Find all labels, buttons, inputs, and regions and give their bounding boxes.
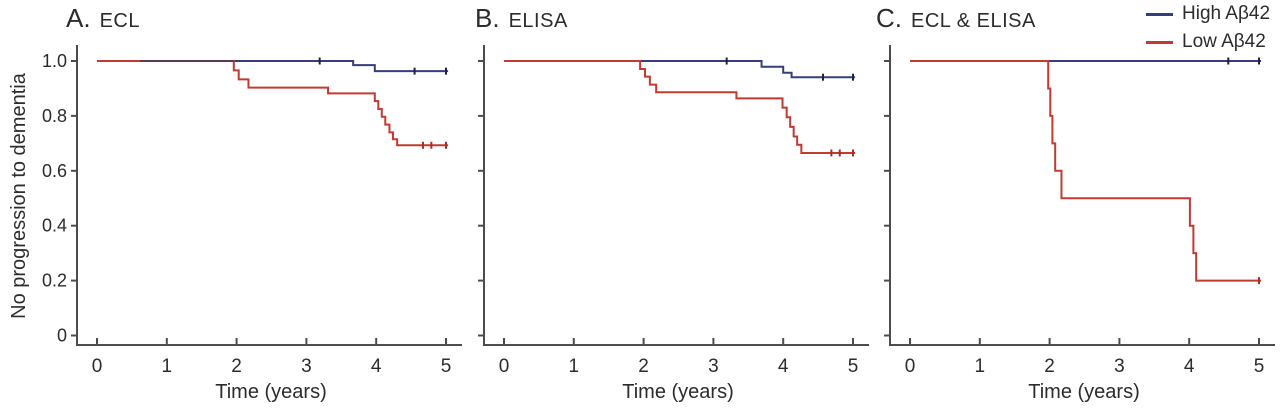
x-axis-label-panel-a: Time (years) (215, 381, 327, 403)
x-tick-label: 1 (975, 356, 986, 377)
y-tick-label: 0.8 (42, 106, 67, 126)
low-ab42-curve (504, 60, 856, 154)
y-tick-label: 0.4 (42, 216, 67, 236)
x-tick-label: 4 (1184, 356, 1195, 377)
panel-c-letter: C. (876, 3, 902, 33)
axes (483, 45, 869, 346)
x-tick-label: 5 (441, 356, 452, 377)
x-tick-label: 2 (1044, 356, 1055, 377)
x-tick-label: 5 (1254, 356, 1265, 377)
x-axis-label-panel-b: Time (years) (622, 381, 734, 403)
y-axis-label: No progression to dementia (8, 73, 30, 319)
y-tick-label: 0 (57, 326, 67, 346)
panel-c-title: C. ECL & ELISA (876, 3, 1036, 34)
legend-item-high-ab42: High Aβ42 (1146, 0, 1270, 28)
y-tick-label: 0.2 (42, 271, 67, 291)
panel-a-letter: A. (66, 3, 91, 33)
panel-b-title: B. ELISA (475, 3, 568, 34)
panel-b-letter: B. (475, 3, 500, 33)
panel-a-name: ECL (99, 10, 140, 32)
low-ab42-curve (910, 60, 1262, 282)
y-tick-label: 1.0 (42, 51, 67, 71)
x-tick-label: 3 (1114, 356, 1125, 377)
high-ab42-curve (97, 60, 449, 73)
x-tick-label: 3 (301, 356, 312, 377)
km-panel-b: 0 1 2 3 4 5 (478, 45, 869, 377)
panel-a-title: A. ECL (66, 3, 140, 34)
km-panel-a: 0 0.2 0.4 0.6 0.8 1.0 0 1 2 3 4 5 (42, 45, 462, 377)
panel-c-name: ECL & ELISA (911, 10, 1036, 32)
high-ab42-curve (504, 60, 856, 79)
x-tick-label: 4 (371, 356, 382, 377)
x-tick-label: 3 (708, 356, 719, 377)
x-tick-label: 2 (231, 356, 242, 377)
legend-label-low-ab42: Low Aβ42 (1182, 31, 1266, 52)
x-tick-label: 1 (569, 356, 580, 377)
x-tick-label: 0 (905, 356, 916, 377)
y-tick-label: 0.6 (42, 161, 67, 181)
x-tick-label: 1 (162, 356, 173, 377)
axes (76, 45, 462, 346)
x-tick-label: 4 (778, 356, 789, 377)
x-tick-label: 2 (638, 356, 649, 377)
x-axis-label-panel-c: Time (years) (1028, 381, 1140, 403)
legend-line-high-ab42-icon (1146, 12, 1173, 16)
x-tick-label: 0 (499, 356, 510, 377)
legend-line-low-ab42-icon (1146, 40, 1173, 44)
low-ab42-curve (97, 60, 449, 147)
x-tick-label: 5 (848, 356, 859, 377)
panel-b-name: ELISA (508, 10, 568, 32)
km-panel-c: 0 1 2 3 4 5 (884, 45, 1275, 377)
legend-item-low-ab42: Low Aβ42 (1146, 28, 1270, 56)
legend-label-high-ab42: High Aβ42 (1182, 3, 1271, 24)
legend: High Aβ42 Low Aβ42 (1146, 0, 1270, 56)
axes (889, 45, 1275, 346)
x-tick-label: 0 (92, 356, 103, 377)
